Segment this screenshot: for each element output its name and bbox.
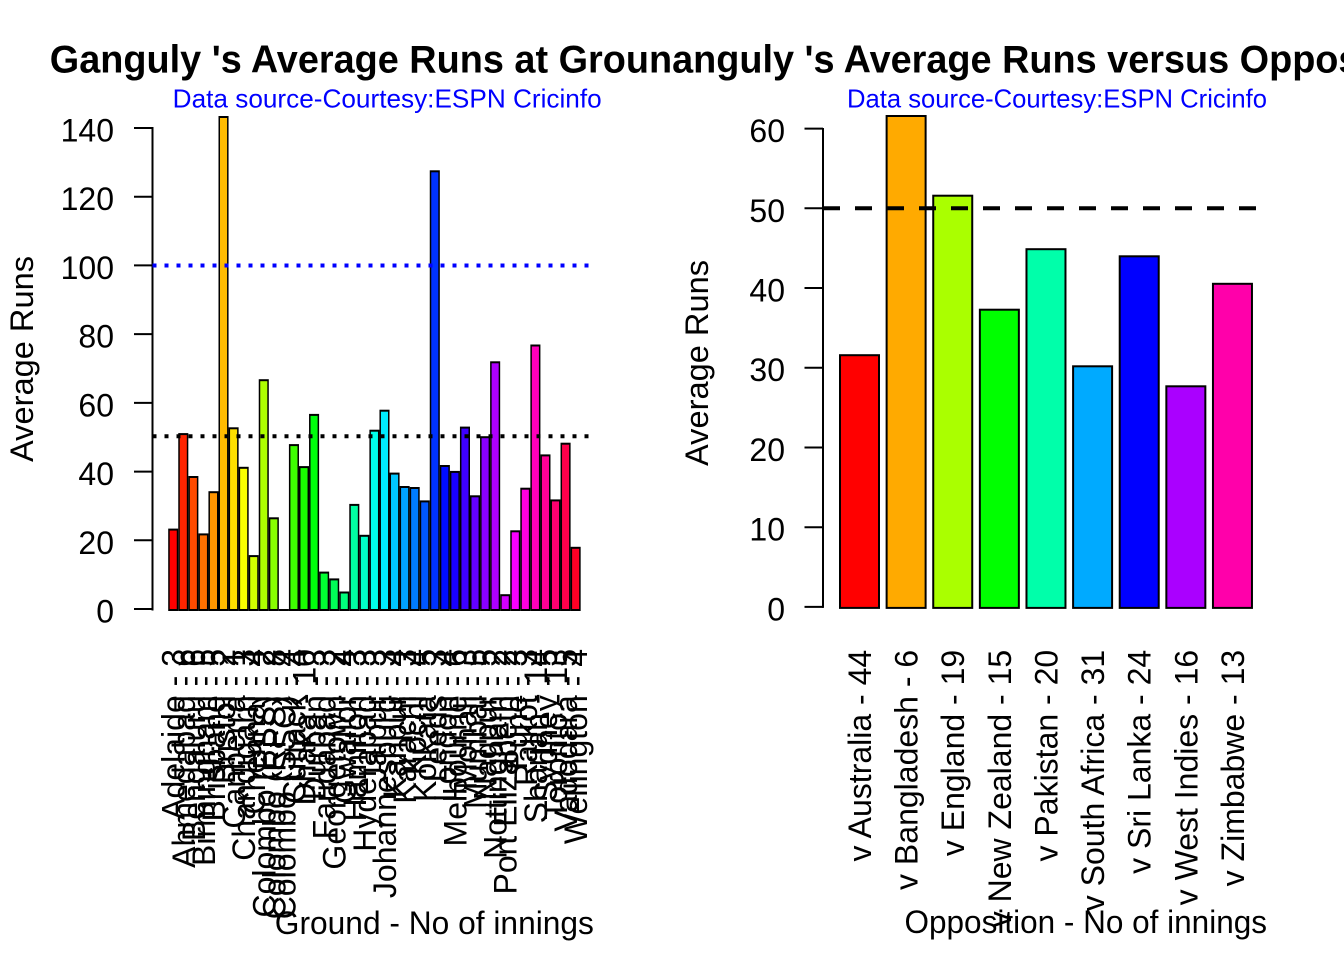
svg-text:Chandigarh - 3: Chandigarh - 3	[226, 649, 262, 861]
svg-text:Leeds - 3: Leeds - 3	[417, 649, 453, 782]
svg-text:Gwalior - 4: Gwalior - 4	[327, 649, 363, 804]
svg-text:Kolkata - 5: Kolkata - 5	[407, 649, 443, 802]
svg-text:Opposition - No of innings: Opposition - No of innings	[905, 904, 1268, 940]
svg-text:Port Elizabeth - 2: Port Elizabeth - 2	[488, 649, 524, 894]
svg-text:Faridabad - 3: Faridabad - 3	[307, 649, 343, 839]
svg-text:Ganguly 's Average Runs versus: Ganguly 's Average Runs versus Oppositio…	[643, 39, 1344, 82]
svg-text:Adelaide - 3: Adelaide - 3	[156, 649, 192, 820]
svg-text:20: 20	[78, 525, 114, 561]
svg-text:Average Runs: Average Runs	[4, 256, 40, 462]
svg-text:London - 4: London - 4	[427, 649, 463, 802]
svg-text:v England - 19: v England - 19	[935, 650, 971, 856]
svg-text:Sharjah - 14: Sharjah - 14	[518, 649, 554, 823]
svg-text:40: 40	[749, 273, 785, 309]
svg-text:Birmingham - 5: Birmingham - 5	[186, 649, 222, 866]
svg-text:Nottingham - 2: Nottingham - 2	[478, 649, 514, 859]
svg-text:Rajkot - 3: Rajkot - 3	[508, 649, 544, 786]
svg-text:30: 30	[749, 352, 785, 388]
svg-text:120: 120	[61, 181, 114, 217]
svg-text:0: 0	[767, 591, 785, 627]
svg-text:Hamilton - 3: Hamilton - 3	[337, 649, 373, 822]
svg-text:Brisbane - 5: Brisbane - 5	[196, 649, 232, 822]
svg-text:v Australia - 44: v Australia - 44	[842, 650, 878, 862]
svg-text:Sydney - 5: Sydney - 5	[528, 649, 564, 802]
svg-text:Mohali - 3: Mohali - 3	[448, 649, 484, 790]
svg-text:0: 0	[96, 594, 114, 630]
svg-text:Jaipur - 3: Jaipur - 3	[357, 649, 393, 782]
svg-text:Chennai - 4: Chennai - 4	[236, 649, 272, 814]
svg-text:Data source-Courtesy:ESPN Cric: Data source-Courtesy:ESPN Cricinfo	[847, 84, 1267, 114]
svg-text:v New Zealand - 15: v New Zealand - 15	[982, 650, 1018, 927]
svg-text:80: 80	[78, 319, 114, 355]
svg-text:Bristol - 2: Bristol - 2	[206, 649, 242, 784]
svg-text:Karachi - 3: Karachi - 3	[387, 649, 423, 804]
svg-text:Colombo (RPS) - 8: Colombo (RPS) - 8	[256, 649, 292, 919]
svg-text:v Bangladesh - 6: v Bangladesh - 6	[889, 650, 925, 890]
svg-text:Wellington - 4: Wellington - 4	[558, 649, 594, 844]
svg-text:Ahmedabad - 6: Ahmedabad - 6	[166, 649, 202, 868]
svg-text:v Zimbabwe - 13: v Zimbabwe - 13	[1215, 650, 1251, 887]
svg-text:Vadodara - 5: Vadodara - 5	[548, 649, 584, 832]
svg-text:v Pakistan - 20: v Pakistan - 20	[1029, 650, 1065, 862]
svg-text:60: 60	[78, 387, 114, 423]
svg-text:Average Runs: Average Runs	[679, 260, 715, 466]
svg-text:Bengaluru - 6: Bengaluru - 6	[176, 649, 212, 841]
svg-text:v South Africa - 31: v South Africa - 31	[1075, 650, 1111, 911]
svg-text:Data source-Courtesy:ESPN Cric: Data source-Courtesy:ESPN Cricinfo	[173, 84, 602, 114]
svg-text:40: 40	[78, 456, 114, 492]
svg-text:100: 100	[61, 250, 114, 286]
svg-text:20: 20	[749, 432, 785, 468]
svg-text:Dhaka - 10: Dhaka - 10	[287, 649, 323, 806]
svg-text:10: 10	[749, 512, 785, 548]
svg-text:Mumbai - 5: Mumbai - 5	[458, 649, 494, 809]
svg-text:v West Indies - 16: v West Indies - 16	[1168, 650, 1204, 906]
svg-text:Colombo (SSC) - 4: Colombo (SSC) - 4	[266, 649, 302, 919]
svg-text:Ground - No of innings: Ground - No of innings	[275, 905, 594, 941]
svg-text:Georgetown - 2: Georgetown - 2	[317, 649, 353, 870]
svg-text:Canberra - 1: Canberra - 1	[216, 649, 252, 829]
svg-text:50: 50	[749, 193, 785, 229]
svg-text:60: 60	[749, 113, 785, 149]
svg-text:Durban - 3: Durban - 3	[297, 649, 333, 800]
svg-text:Melbourne - 6: Melbourne - 6	[437, 649, 473, 846]
svg-text:Nagpur - 5: Nagpur - 5	[468, 649, 504, 800]
svg-text:Cuttack - 4: Cuttack - 4	[276, 649, 312, 804]
svg-text:Ganguly 's Average Runs at Gro: Ganguly 's Average Runs at Ground	[50, 39, 695, 82]
svg-text:Johannesburg - 3: Johannesburg - 3	[367, 649, 403, 898]
svg-text:Colombo (PSS) - 2: Colombo (PSS) - 2	[246, 649, 282, 918]
svg-text:Toronto - 13: Toronto - 13	[538, 649, 574, 820]
svg-text:Kochi - 4: Kochi - 4	[397, 649, 433, 775]
svg-text:v Sri Lanka - 24: v Sri Lanka - 24	[1122, 650, 1158, 874]
svg-text:140: 140	[61, 113, 114, 149]
svg-text:Hyderabad - 3: Hyderabad - 3	[347, 649, 383, 852]
svg-text:Kanpur - 4: Kanpur - 4	[377, 649, 413, 798]
svg-text:Pune - 3: Pune - 3	[498, 649, 534, 770]
